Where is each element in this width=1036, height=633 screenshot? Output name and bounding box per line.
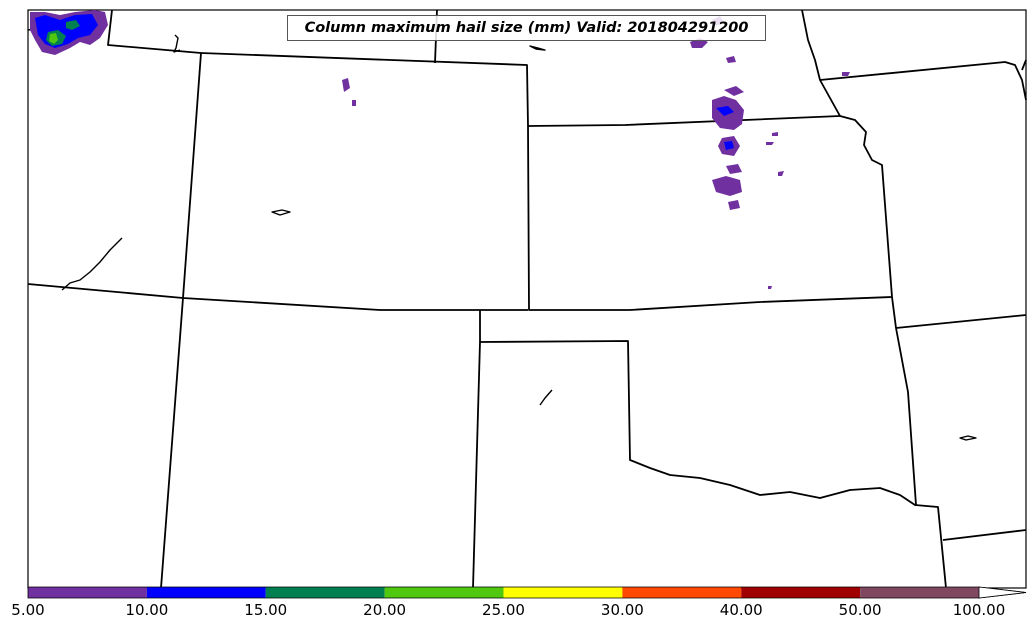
colorbar-tick-label: 20.00	[363, 601, 407, 619]
border-mo-ar	[895, 314, 1027, 329]
colorbar-bin	[622, 587, 742, 598]
hail-area-purple	[712, 176, 742, 196]
colorbar-bin	[28, 587, 147, 598]
colorbar-extend-arrow	[978, 586, 1027, 599]
colorbar-tick-label: 40.00	[719, 601, 763, 619]
lake-tx	[539, 389, 553, 406]
colorbar-tick-label: 10.00	[125, 601, 169, 619]
hail-area-teal-2	[66, 20, 80, 30]
colorbar-bin	[503, 587, 623, 598]
colorbar	[27, 586, 1027, 599]
state-borders	[27, 9, 1027, 589]
hail-area-purple	[728, 200, 740, 210]
hail-area-purple	[778, 171, 784, 176]
colorbar-tick-label: 100.00	[952, 601, 1006, 619]
hail-area-purple	[772, 132, 778, 136]
lake-wy	[271, 209, 291, 216]
hail-area-purple	[768, 286, 772, 289]
colorbar-bin	[384, 587, 504, 598]
map-title: Column maximum hail size (mm) Valid: 201…	[287, 15, 766, 41]
hail-area-purple	[726, 56, 736, 63]
border-wy-sd	[200, 52, 529, 127]
colorbar-tick-label: 15.00	[244, 601, 288, 619]
colorbar-tick-label: 30.00	[600, 601, 644, 619]
border-mn-ia	[819, 61, 1027, 101]
hail-area-purple	[342, 78, 350, 92]
border-mt-wy	[107, 9, 202, 54]
colorbar-bin	[860, 587, 979, 598]
border-sd-ne	[527, 115, 841, 127]
colorbar-bin	[741, 587, 861, 598]
border-ok-ar	[891, 296, 917, 506]
hail-area-blue	[716, 106, 734, 116]
lake-mt	[173, 34, 181, 53]
great-salt-lake	[61, 237, 123, 291]
border-sd-mn	[801, 9, 841, 117]
lake-sd	[529, 45, 546, 51]
border-ks-mo	[839, 115, 893, 298]
border-az-nm	[160, 297, 184, 589]
border-wi	[1021, 59, 1027, 71]
hail-area-purple	[726, 164, 742, 174]
hail-area-purple	[352, 100, 356, 106]
hail-area-purple	[766, 142, 774, 145]
hail-area-purple	[842, 72, 850, 76]
hail-area-blue	[724, 141, 734, 150]
border-wy-co	[27, 283, 528, 311]
hail-area-green	[49, 33, 58, 44]
border-ar-la	[942, 529, 1027, 541]
border-nm-tx	[472, 341, 481, 589]
border-id-wy	[182, 52, 202, 299]
border-ok-tx	[479, 340, 947, 589]
colorbar-tick-label: 50.00	[838, 601, 882, 619]
border-ne-ks-co	[527, 125, 893, 311]
colorbar-tick-label: 25.00	[482, 601, 525, 619]
lake-ar	[959, 435, 977, 441]
colorbar-bin	[146, 587, 266, 598]
colorbar-tick-label: 5.00	[11, 601, 45, 619]
hail-area-purple	[724, 86, 744, 96]
colorbar-bin	[265, 587, 385, 598]
